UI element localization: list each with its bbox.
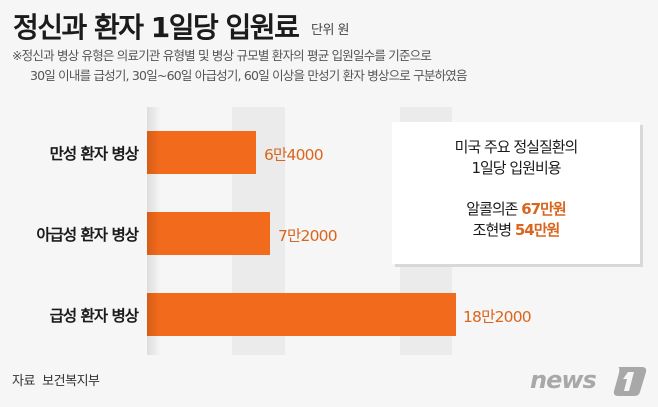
- news1-logo-icon: news: [530, 363, 648, 397]
- info-title-line-2: 1일당 입원비용: [471, 159, 561, 177]
- info-box-title: 미국 주요 정실질환의 1일당 입원비용: [392, 137, 640, 179]
- info-title-line-1: 미국 주요 정실질환의: [454, 138, 579, 156]
- info-box: 미국 주요 정실질환의 1일당 입원비용 알콜의존 67만원 조현병 54만원: [392, 122, 640, 264]
- page-title: 정신과 환자 1일당 입원료: [13, 11, 300, 44]
- bar-value-chronic: 6만4000: [264, 146, 324, 164]
- bar-value-subacute: 7만2000: [278, 227, 338, 245]
- info-box-rows: 알콜의존 67만원 조현병 54만원: [392, 199, 640, 241]
- bar-label-subacute: 아급성 환자 병상: [36, 226, 139, 244]
- info-row-schizophrenia: 조현병 54만원: [392, 220, 640, 241]
- source-label: 자료 보건복지부: [12, 374, 100, 389]
- bar-value-acute: 18만2000: [463, 308, 532, 326]
- info-row-value: 54만원: [514, 221, 560, 239]
- info-row-label: 조현병: [472, 221, 512, 239]
- bar-acute: [147, 293, 456, 336]
- bar-chronic: [147, 131, 256, 174]
- bar-label-chronic: 만성 환자 병상: [49, 145, 139, 163]
- footnote-line-1: ※정신과 병상 유형은 의료기관 유형별 및 병상 규모별 환자의 평균 입원일…: [12, 48, 432, 63]
- footnote-line-2: 30일 이내를 급성기, 30일~60일 아급성기, 60일 이상을 만성기 환…: [30, 68, 467, 83]
- unit-label: 단위 원: [311, 23, 350, 38]
- info-row-label: 알콜의존: [466, 200, 518, 218]
- bar-subacute: [147, 212, 270, 255]
- footnote: ※정신과 병상 유형은 의료기관 유형별 및 병상 규모별 환자의 평균 입원일…: [12, 46, 467, 86]
- info-row-alcohol: 알콜의존 67만원: [392, 199, 640, 220]
- bar-label-acute: 급성 환자 병상: [49, 307, 139, 325]
- info-row-value: 67만원: [521, 200, 566, 218]
- svg-text:news: news: [530, 366, 597, 394]
